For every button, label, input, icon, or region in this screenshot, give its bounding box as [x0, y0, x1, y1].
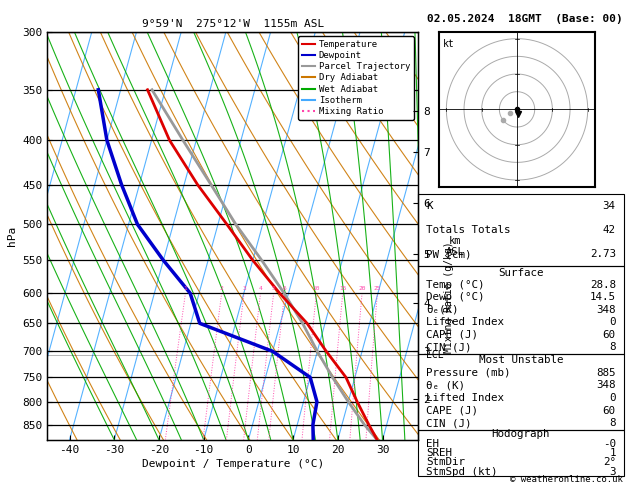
- Text: 42: 42: [603, 226, 616, 235]
- Text: Mixing Ratio (g/kg): Mixing Ratio (g/kg): [444, 241, 454, 353]
- Text: 10: 10: [313, 286, 320, 291]
- Text: Lifted Index: Lifted Index: [426, 393, 504, 403]
- Text: 348: 348: [596, 381, 616, 390]
- Legend: Temperature, Dewpoint, Parcel Trajectory, Dry Adiabat, Wet Adiabat, Isotherm, Mi: Temperature, Dewpoint, Parcel Trajectory…: [298, 36, 414, 120]
- Text: 885: 885: [596, 368, 616, 378]
- Text: 2: 2: [220, 286, 223, 291]
- Text: 60: 60: [603, 330, 616, 340]
- Text: Pressure (mb): Pressure (mb): [426, 368, 510, 378]
- Text: Dewp (°C): Dewp (°C): [426, 293, 484, 302]
- Text: Surface: Surface: [498, 267, 543, 278]
- Text: -0: -0: [603, 439, 616, 449]
- Text: CIN (J): CIN (J): [426, 343, 471, 352]
- Text: 15: 15: [339, 286, 347, 291]
- Bar: [418, 430, 624, 476]
- Text: Most Unstable: Most Unstable: [479, 355, 563, 365]
- Text: θₑ (K): θₑ (K): [426, 381, 465, 390]
- Text: EH: EH: [426, 439, 439, 449]
- Text: 348: 348: [596, 305, 616, 315]
- Text: kt: kt: [443, 39, 455, 49]
- Text: Temp (°C): Temp (°C): [426, 280, 484, 290]
- Text: 25: 25: [374, 286, 381, 291]
- Text: StmSpd (kt): StmSpd (kt): [426, 467, 498, 477]
- Text: 8: 8: [610, 343, 616, 352]
- Text: CIN (J): CIN (J): [426, 418, 471, 429]
- Text: 28.8: 28.8: [590, 280, 616, 290]
- X-axis label: Dewpoint / Temperature (°C): Dewpoint / Temperature (°C): [142, 459, 324, 469]
- Text: CAPE (J): CAPE (J): [426, 330, 478, 340]
- Text: Lifted Index: Lifted Index: [426, 317, 504, 328]
- Text: 6: 6: [282, 286, 286, 291]
- Text: 14.5: 14.5: [590, 293, 616, 302]
- Text: 2°: 2°: [603, 457, 616, 468]
- Y-axis label: km
ASL: km ASL: [445, 236, 464, 257]
- Text: © weatheronline.co.uk: © weatheronline.co.uk: [510, 474, 623, 484]
- Text: 8: 8: [610, 418, 616, 429]
- Bar: [418, 354, 624, 430]
- Bar: [418, 194, 624, 266]
- Text: θₑ(K): θₑ(K): [426, 305, 459, 315]
- Text: 60: 60: [603, 406, 616, 416]
- Text: 1: 1: [184, 286, 187, 291]
- Y-axis label: hPa: hPa: [6, 226, 16, 246]
- Bar: [418, 266, 624, 354]
- Text: K: K: [426, 201, 432, 211]
- Text: Hodograph: Hodograph: [491, 430, 550, 439]
- Text: 4: 4: [259, 286, 262, 291]
- Text: 2.73: 2.73: [590, 249, 616, 260]
- Text: 1: 1: [610, 448, 616, 458]
- Text: 0: 0: [610, 317, 616, 328]
- Text: 02.05.2024  18GMT  (Base: 00): 02.05.2024 18GMT (Base: 00): [427, 14, 623, 24]
- Text: Totals Totals: Totals Totals: [426, 226, 510, 235]
- Text: 5: 5: [272, 286, 276, 291]
- Text: 3: 3: [242, 286, 246, 291]
- Text: 34: 34: [603, 201, 616, 211]
- Text: 0: 0: [610, 393, 616, 403]
- Text: StmDir: StmDir: [426, 457, 465, 468]
- Text: 3: 3: [610, 467, 616, 477]
- Text: LCL: LCL: [426, 349, 443, 360]
- Text: CAPE (J): CAPE (J): [426, 406, 478, 416]
- Title: 9°59'N  275°12'W  1155m ASL: 9°59'N 275°12'W 1155m ASL: [142, 19, 324, 30]
- Text: PW (cm): PW (cm): [426, 249, 471, 260]
- Text: SREH: SREH: [426, 448, 452, 458]
- Text: 20: 20: [359, 286, 366, 291]
